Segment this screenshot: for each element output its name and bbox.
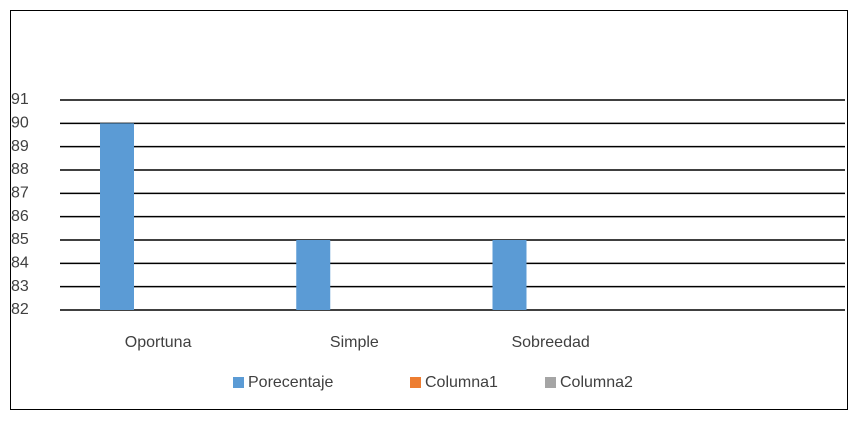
y-tick-label: 86 bbox=[11, 208, 29, 225]
x-tick-label: Simple bbox=[330, 334, 379, 351]
legend-label: Columna1 bbox=[425, 374, 498, 391]
chart-frame bbox=[10, 10, 848, 410]
y-tick-label: 90 bbox=[11, 115, 29, 132]
legend-swatch bbox=[545, 377, 556, 388]
x-tick-label: Oportuna bbox=[125, 334, 192, 351]
y-tick-label: 87 bbox=[11, 185, 29, 202]
y-tick-label: 84 bbox=[11, 255, 29, 272]
legend-swatch bbox=[233, 377, 244, 388]
y-tick-label: 89 bbox=[11, 138, 29, 155]
legend-label: Columna2 bbox=[560, 374, 633, 391]
y-tick-label: 85 bbox=[11, 231, 29, 248]
y-tick-label: 83 bbox=[11, 278, 29, 295]
bar bbox=[492, 240, 527, 310]
y-tick-label: 82 bbox=[11, 301, 29, 318]
legend-label: Porecentaje bbox=[248, 374, 333, 391]
bar bbox=[100, 123, 134, 310]
legend-swatch bbox=[410, 377, 421, 388]
y-tick-label: 91 bbox=[11, 91, 29, 108]
x-tick-label: Sobreedad bbox=[511, 334, 589, 351]
bar bbox=[296, 240, 331, 310]
y-tick-label: 88 bbox=[11, 161, 29, 178]
